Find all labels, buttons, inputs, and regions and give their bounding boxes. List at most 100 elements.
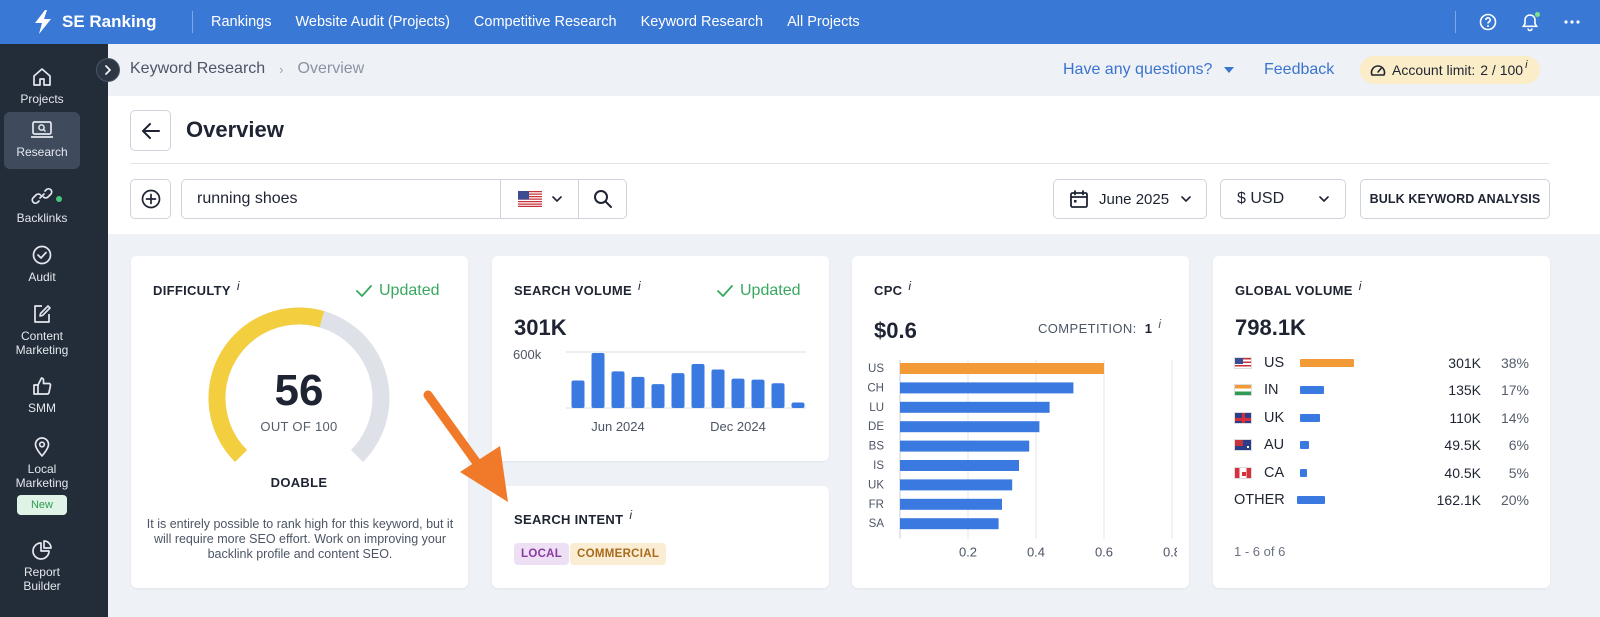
- topnav-website-audit[interactable]: Website Audit (Projects): [295, 14, 450, 30]
- volume-bar: [571, 380, 585, 408]
- sidebar-item-research[interactable]: Research: [4, 112, 80, 169]
- annotation-arrow-icon: [423, 390, 508, 502]
- sidebar-item-report-builder[interactable]: Report Builder: [4, 532, 80, 598]
- notification-dot: [1535, 12, 1540, 17]
- x-tick-label: 0.6: [1095, 545, 1113, 560]
- sidebar-item-label: Audit: [28, 270, 56, 284]
- sidebar-item-smm[interactable]: SMM: [4, 368, 80, 422]
- top-right-actions: [1455, 0, 1582, 44]
- bell-icon[interactable]: [1520, 12, 1540, 32]
- back-button[interactable]: [130, 110, 171, 151]
- x-tick-label: 0.4: [1027, 545, 1045, 560]
- country-volume: 40.5K: [1444, 465, 1481, 481]
- keyword-search-box: [181, 179, 627, 219]
- topnav-keyword-research[interactable]: Keyword Research: [640, 14, 764, 30]
- difficulty-gauge: [208, 307, 390, 462]
- cpc-bar: [900, 421, 1040, 433]
- breadcrumb: Keyword Research › Overview: [130, 60, 364, 78]
- global-volume-row: UK 110K 14%: [1234, 408, 1529, 428]
- help-dropdown[interactable]: Have any questions?: [1063, 61, 1235, 79]
- category-label: DE: [868, 421, 884, 433]
- add-keyword-button[interactable]: [130, 179, 171, 219]
- sidebar-item-label: Projects: [20, 92, 64, 106]
- search-volume-value: 301K: [514, 315, 567, 340]
- volume-share-bar: [1300, 359, 1354, 367]
- sidebar-item-audit[interactable]: Audit: [4, 237, 80, 291]
- topnav-rankings[interactable]: Rankings: [211, 14, 272, 30]
- cpc-info-icon[interactable]: i: [908, 279, 912, 293]
- gauge-icon: [1370, 65, 1386, 76]
- country-volume: 135K: [1448, 382, 1481, 398]
- country-volume: 110K: [1449, 410, 1481, 426]
- search-volume-card: [492, 256, 829, 461]
- global-volume-card: [1213, 256, 1550, 588]
- logo[interactable]: SE Ranking: [0, 10, 192, 34]
- help-icon[interactable]: [1478, 12, 1498, 32]
- country-code: CA: [1264, 465, 1285, 481]
- global-volume-row: CA 40.5K 5%: [1234, 463, 1529, 483]
- difficulty-info-icon[interactable]: i: [236, 279, 240, 293]
- feedback-link[interactable]: Feedback: [1264, 61, 1335, 78]
- global-volume-info-icon[interactable]: i: [1358, 279, 1362, 293]
- global-volume-title: GLOBAL VOLUME i: [1235, 279, 1362, 298]
- new-badge: New: [16, 495, 67, 515]
- global-volume-row: AU 49.5K 6%: [1234, 435, 1529, 455]
- volume-share-bar: [1300, 441, 1309, 449]
- account-limit-badge[interactable]: Account limit: 2 / 100 i: [1360, 56, 1540, 84]
- country-share: 38%: [1500, 355, 1529, 371]
- top-nav: Rankings Website Audit (Projects) Compet…: [211, 14, 884, 30]
- bulk-keyword-analysis-button[interactable]: BULK KEYWORD ANALYSIS: [1360, 179, 1550, 219]
- global-volume-row: OTHER 162.1K 20%: [1234, 490, 1529, 510]
- account-limit-info-icon[interactable]: i: [1525, 59, 1528, 71]
- more-icon[interactable]: [1562, 12, 1582, 32]
- volume-bar: [671, 373, 685, 408]
- difficulty-updated-status: Updated: [356, 282, 440, 300]
- volume-bar: [711, 369, 725, 408]
- cpc-title-text: CPC: [874, 283, 903, 298]
- cpc-bar: [900, 401, 1050, 413]
- cpc-bar: [900, 440, 1030, 452]
- category-label: US: [868, 363, 884, 375]
- search-volume-title-text: SEARCH VOLUME: [514, 283, 633, 298]
- breadcrumb-parent[interactable]: Keyword Research: [130, 60, 266, 77]
- currency-select[interactable]: $ USD: [1220, 179, 1346, 219]
- category-label: LU: [869, 402, 884, 414]
- competition-indicator: COMPETITION: 1 i: [1038, 317, 1161, 336]
- home-icon: [33, 68, 51, 86]
- category-label: FR: [869, 499, 884, 511]
- volume-share-bar: [1297, 496, 1325, 504]
- intent-tag-local: LOCAL: [514, 543, 570, 565]
- country-share: 14%: [1500, 410, 1529, 426]
- sidebar-item-local-marketing[interactable]: Local Marketing New: [4, 429, 80, 519]
- chevron-down-icon: [1181, 196, 1191, 202]
- volume-share-bar: [1300, 386, 1324, 394]
- search-button[interactable]: [578, 180, 626, 218]
- currency-select-value: $ USD: [1237, 190, 1285, 207]
- sidebar-item-label: Report Builder: [23, 565, 61, 593]
- sidebar: Projects Research Backlinks Audit Conten…: [0, 44, 90, 617]
- sidebar-item-label: Backlinks: [16, 211, 68, 225]
- country-select[interactable]: [500, 180, 578, 218]
- country-code: AU: [1264, 437, 1285, 453]
- search-volume-updated-label: Updated: [740, 282, 801, 299]
- difficulty-gauge-fill: [208, 307, 325, 462]
- sidebar-item-projects[interactable]: Projects: [4, 59, 80, 113]
- uk-flag-icon: [1234, 412, 1252, 424]
- search-volume-info-icon[interactable]: i: [638, 279, 641, 293]
- topnav-all-projects[interactable]: All Projects: [787, 14, 860, 30]
- x-tick-label: 0.8: [1163, 545, 1177, 560]
- competition-info-icon[interactable]: i: [1158, 317, 1162, 331]
- sidebar-item-backlinks[interactable]: Backlinks: [4, 178, 80, 232]
- date-select[interactable]: June 2025: [1053, 179, 1207, 219]
- search-intent-info-icon[interactable]: i: [629, 508, 633, 522]
- header-divider: [130, 163, 1550, 164]
- country-code: IN: [1264, 382, 1279, 398]
- difficulty-level: DOABLE: [270, 475, 328, 490]
- topnav-competitive-research[interactable]: Competitive Research: [473, 14, 617, 30]
- in-flag-icon: [1234, 384, 1252, 396]
- topright-separator: [1455, 11, 1456, 33]
- volume-bar: [591, 353, 605, 408]
- expand-sidebar-button[interactable]: [96, 58, 120, 82]
- keyword-search-input[interactable]: [182, 180, 500, 218]
- sidebar-item-content-marketing[interactable]: Content Marketing: [4, 296, 80, 362]
